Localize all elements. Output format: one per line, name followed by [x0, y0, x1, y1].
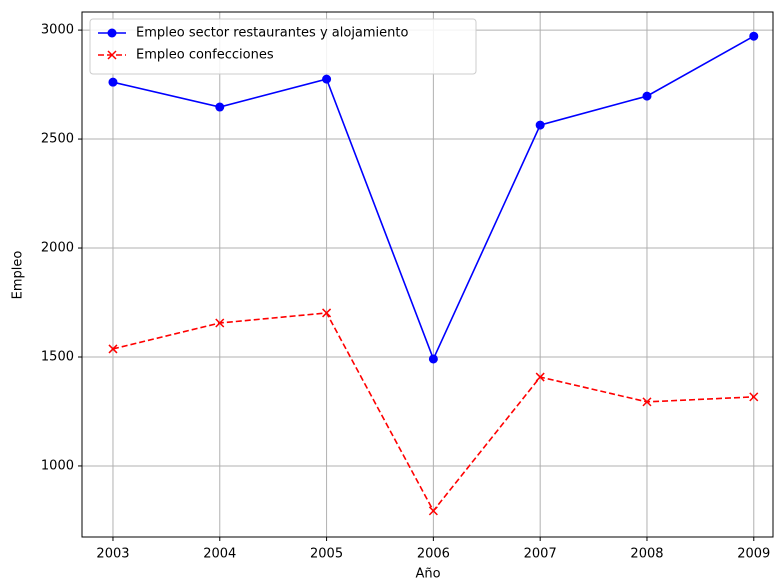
x-tick-label: 2003 — [96, 547, 129, 562]
x-tick-label: 2007 — [524, 547, 557, 562]
x-tick-label: 2004 — [203, 547, 236, 562]
x-tick-label: 2005 — [310, 547, 343, 562]
data-point — [535, 120, 545, 130]
y-tick-label: 1500 — [41, 349, 74, 364]
data-point — [428, 506, 438, 516]
legend-label: Empleo confecciones — [136, 48, 274, 63]
x-tick-label: 2006 — [417, 547, 450, 562]
data-point — [108, 77, 118, 87]
data-point — [322, 308, 332, 318]
data-point — [428, 354, 438, 364]
data-point — [535, 372, 545, 382]
legend-box — [89, 18, 477, 75]
y-tick-label: 3000 — [41, 23, 74, 38]
data-point — [322, 74, 332, 84]
x-tick-label: 2008 — [630, 547, 663, 562]
data-point — [749, 392, 759, 402]
y-tick-label: 2000 — [41, 241, 74, 256]
y-axis-label: Empleo — [11, 251, 26, 300]
legend-label: Empleo sector restaurantes y alojamiento — [136, 26, 409, 41]
data-point — [108, 344, 118, 354]
x-axis-label: Año — [415, 567, 440, 582]
x-tick-label: 2009 — [737, 547, 770, 562]
data-point — [749, 31, 759, 41]
legend-marker — [107, 50, 117, 60]
y-tick-label: 2500 — [41, 132, 74, 147]
y-tick-label: 1000 — [41, 458, 74, 473]
data-point — [642, 91, 652, 101]
data-point — [215, 102, 225, 112]
legend-marker — [107, 28, 117, 38]
data-point — [215, 318, 225, 328]
legend: Empleo sector restaurantes y alojamiento… — [89, 18, 477, 75]
plot-frame — [81, 11, 774, 538]
data-point — [642, 397, 652, 407]
